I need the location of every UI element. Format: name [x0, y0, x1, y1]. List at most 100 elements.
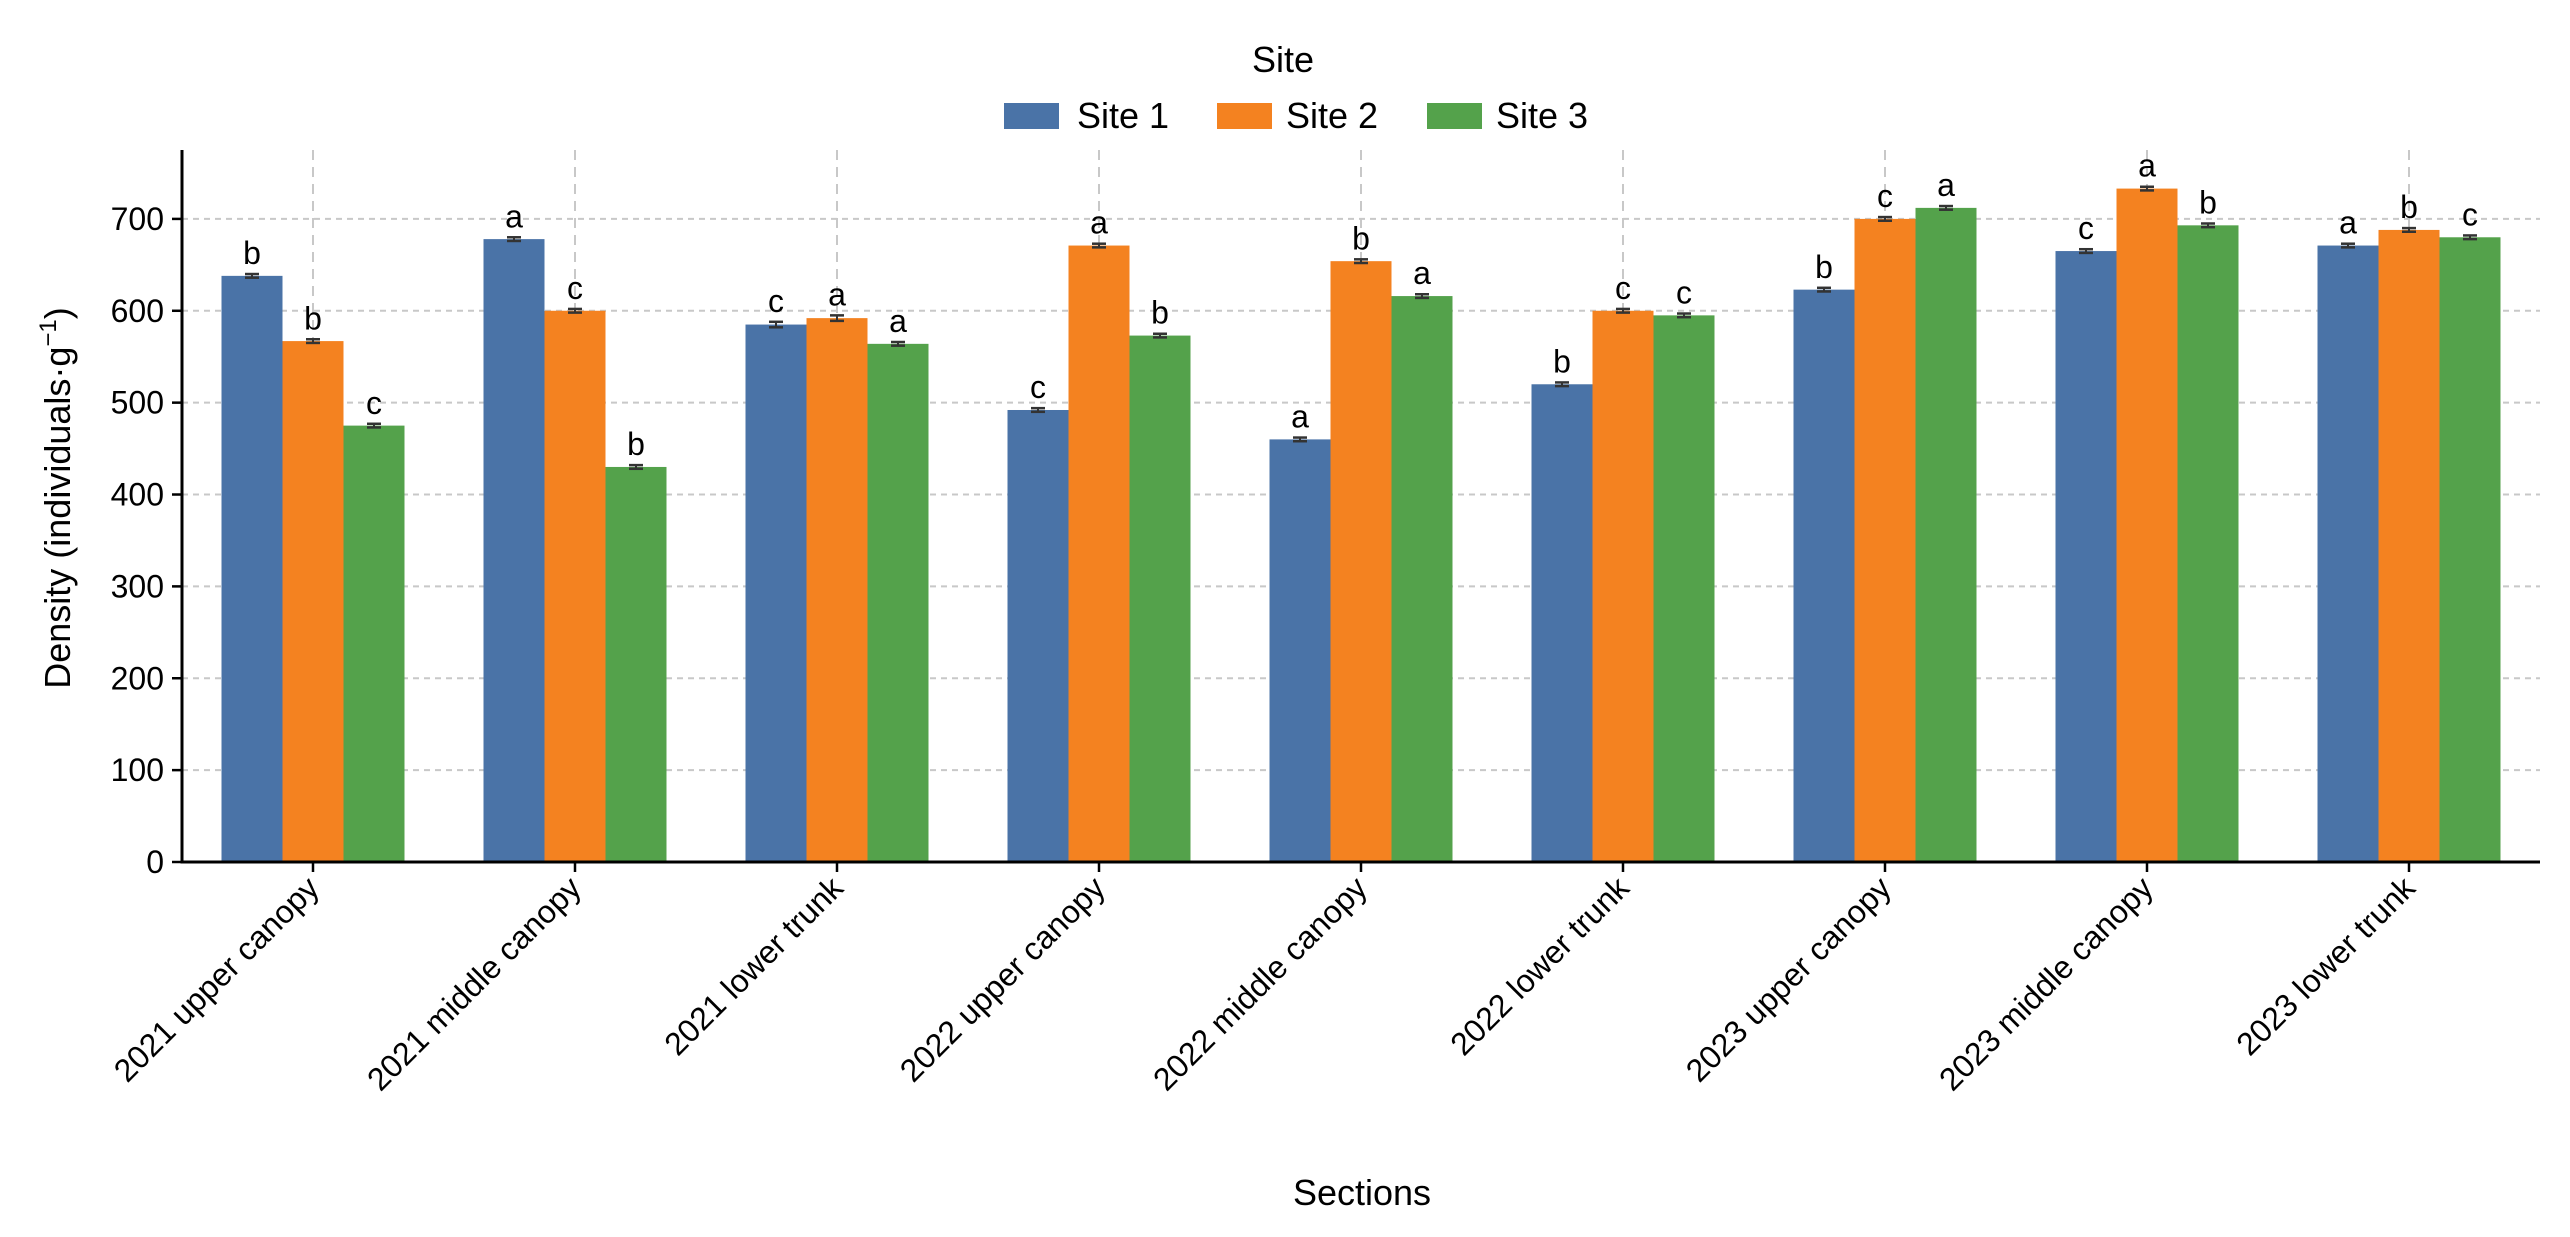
sig-letter-site-3-2021-middle-canopy: b [627, 426, 645, 462]
error-bar-site-3-2023-lower-trunk [2463, 234, 2477, 241]
sig-letter-site-1-2022-upper-canopy: c [1030, 369, 1046, 405]
sig-letter-site-2-2021-upper-canopy: b [304, 300, 322, 336]
x-tick-label-2021-middle-canopy: 2021 middle canopy [360, 869, 588, 1097]
x-ticks: 2021 upper canopy 2021 middle canopy 2021 … [107, 862, 2423, 1097]
x-tick-label-2022-middle-canopy: 2022 middle canopy [1146, 869, 1374, 1097]
bar-site-1-2023-middle-canopy [2055, 251, 2117, 863]
x-tick-label-2021-lower-trunk: 2021 lower trunk [657, 869, 850, 1062]
legend-swatch-site-3 [1427, 103, 1482, 129]
sig-letter-site-1-2022-lower-trunk: b [1553, 343, 1571, 379]
sig-letter-site-2-2023-middle-canopy: a [2138, 148, 2156, 184]
bar-site-3-2021-lower-trunk [867, 343, 929, 862]
legend-title: Site [1252, 39, 1314, 80]
sig-letter-site-3-2021-upper-canopy: c [366, 385, 382, 421]
legend-swatch-site-1 [1004, 103, 1059, 129]
sig-letter-site-3-2023-middle-canopy: b [2199, 184, 2217, 220]
legend-item-site-2: Site 2 [1217, 95, 1378, 136]
sig-letter-site-2-2022-middle-canopy: b [1352, 220, 1370, 256]
y-axis-title-superscript: −1 [35, 319, 62, 346]
legend: Site Site 1 Site 2 Site 3 [1004, 39, 1588, 136]
sig-letter-site-2-2021-lower-trunk: a [828, 276, 846, 312]
x-tick-label-2023-middle-canopy: 2023 middle canopy [1932, 869, 2160, 1097]
y-tick-label-400: 400 [111, 477, 164, 513]
error-bar-site-3-2023-upper-canopy [1939, 204, 1953, 211]
legend-label-site-2: Site 2 [1286, 95, 1378, 136]
error-bar-site-2-2023-middle-canopy [2140, 185, 2154, 192]
y-tick-label-700: 700 [111, 201, 164, 237]
legend-label-site-1: Site 1 [1077, 95, 1169, 136]
x-tick-label-2022-lower-trunk: 2022 lower trunk [1443, 869, 1636, 1062]
y-tick-label-0: 0 [146, 844, 164, 880]
bar-site-3-2021-upper-canopy [343, 425, 405, 862]
sig-letter-site-1-2023-upper-canopy: b [1815, 249, 1833, 285]
error-bar-site-1-2021-middle-canopy [507, 236, 521, 243]
sig-letter-site-1-2021-lower-trunk: c [768, 283, 784, 319]
legend-item-site-1: Site 1 [1004, 95, 1169, 136]
bar-site-2-2023-middle-canopy [2116, 188, 2178, 862]
error-bar-site-1-2023-middle-canopy [2079, 247, 2093, 255]
x-tick-label-2023-upper-canopy: 2023 upper canopy [1679, 869, 1898, 1088]
x-axis-title: Sections [1293, 1172, 1431, 1213]
bar-site-1-2021-lower-trunk [745, 324, 807, 863]
bar-site-1-2023-upper-canopy [1793, 289, 1855, 862]
bars [221, 188, 2501, 863]
error-bar-site-1-2023-lower-trunk [2341, 242, 2355, 249]
error-bar-site-3-2021-upper-canopy [367, 422, 381, 429]
bar-site-2-2022-lower-trunk [1592, 310, 1654, 863]
bar-site-3-2023-middle-canopy [2177, 225, 2239, 862]
error-bar-site-3-2022-upper-canopy [1153, 332, 1167, 339]
error-bar-site-1-2021-lower-trunk [769, 320, 783, 329]
bar-site-3-2022-middle-canopy [1391, 296, 1453, 862]
bar-site-1-2022-lower-trunk [1531, 384, 1593, 862]
bar-site-1-2021-middle-canopy [483, 239, 545, 862]
error-bar-site-3-2022-middle-canopy [1415, 292, 1429, 300]
error-bar-site-2-2023-lower-trunk [2402, 226, 2416, 234]
sig-letter-site-1-2021-upper-canopy: b [243, 235, 261, 271]
error-bar-site-2-2021-lower-trunk [830, 314, 844, 323]
sig-letter-site-2-2021-middle-canopy: c [567, 270, 583, 306]
error-bar-site-1-2023-upper-canopy [1817, 286, 1831, 293]
bar-site-1-2023-lower-trunk [2317, 245, 2379, 863]
bar-site-2-2022-upper-canopy [1068, 245, 1130, 863]
bar-site-2-2021-middle-canopy [544, 310, 606, 863]
sig-letter-site-2-2023-lower-trunk: b [2400, 189, 2418, 225]
sig-letter-site-3-2022-lower-trunk: c [1676, 275, 1692, 311]
bar-site-3-2022-upper-canopy [1129, 335, 1191, 862]
y-tick-label-300: 300 [111, 568, 164, 604]
y-tick-label-200: 200 [111, 660, 164, 696]
bar-site-1-2021-upper-canopy [221, 275, 283, 862]
bar-site-3-2021-middle-canopy [605, 466, 667, 862]
bar-site-3-2022-lower-trunk [1653, 315, 1715, 862]
error-bar-site-3-2022-lower-trunk [1677, 312, 1691, 319]
sig-letter-site-2-2022-lower-trunk: c [1615, 270, 1631, 306]
legend-item-site-3: Site 3 [1427, 95, 1588, 136]
error-bar-site-1-2022-middle-canopy [1293, 436, 1307, 443]
y-tick-label-500: 500 [111, 385, 164, 421]
y-ticks: 0 100 200 300 400 500 600 700 [111, 201, 182, 880]
sig-letter-site-3-2023-upper-canopy: a [1937, 167, 1955, 203]
error-bar-site-2-2023-upper-canopy [1878, 215, 1892, 222]
x-tick-label-2021-upper-canopy: 2021 upper canopy [107, 869, 326, 1088]
error-bar-site-2-2022-upper-canopy [1092, 242, 1106, 249]
sig-letter-site-3-2023-lower-trunk: c [2462, 196, 2478, 232]
sig-letter-site-3-2021-lower-trunk: a [889, 303, 907, 339]
y-axis-title-main: Density (individuals·g [37, 347, 78, 689]
sig-letter-site-2-2023-upper-canopy: c [1877, 178, 1893, 214]
sig-letter-site-3-2022-middle-canopy: a [1413, 255, 1431, 291]
bar-site-1-2022-middle-canopy [1269, 439, 1331, 862]
error-bar-site-2-2022-lower-trunk [1616, 307, 1630, 314]
error-bar-site-2-2021-upper-canopy [306, 338, 320, 345]
x-tick-label-2022-upper-canopy: 2022 upper canopy [893, 869, 1112, 1088]
bar-site-2-2021-upper-canopy [282, 341, 344, 862]
error-bar-site-1-2021-upper-canopy [245, 272, 259, 279]
error-bar-site-2-2021-middle-canopy [568, 307, 582, 314]
sig-letter-site-1-2022-middle-canopy: a [1291, 399, 1309, 435]
sig-letter-site-3-2022-upper-canopy: b [1151, 295, 1169, 331]
error-bar-site-1-2022-upper-canopy [1031, 406, 1045, 414]
significance-letters: b a c c a b b c a b c a a b c c a b c b a b a c a b c [243, 148, 2478, 462]
y-tick-label-100: 100 [111, 752, 164, 788]
error-bar-site-1-2022-lower-trunk [1555, 381, 1569, 388]
error-bar-site-3-2021-lower-trunk [891, 340, 905, 347]
legend-swatch-site-2 [1217, 103, 1272, 129]
y-axis-title-end: ) [37, 307, 78, 319]
